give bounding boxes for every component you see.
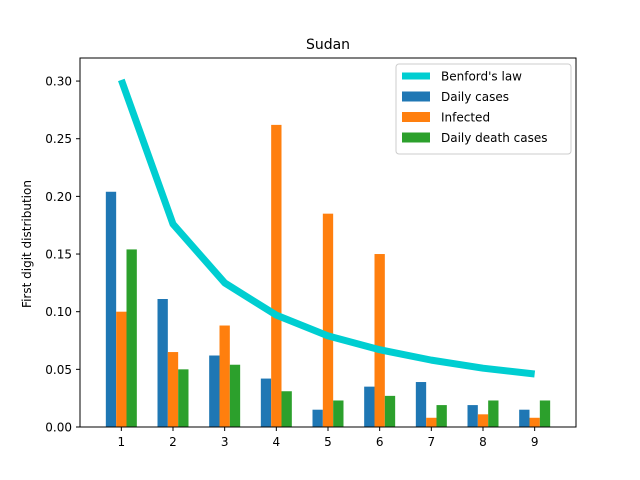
legend-box [395, 63, 572, 155]
bar-daily-cases-3 [209, 355, 220, 427]
bar-infected-9 [529, 417, 540, 427]
y-tick-label-0.25: 0.25 [45, 132, 72, 146]
bar-daily-death-cases-9 [539, 400, 551, 427]
x-tick-label-1: 1 [118, 435, 126, 449]
y-tick-label-0.05: 0.05 [45, 363, 72, 377]
bar-daily-death-cases-2 [178, 369, 189, 427]
bar-daily-cases-2 [157, 299, 168, 427]
bar-infected-4 [271, 124, 282, 427]
y-tick-label-0.15: 0.15 [45, 248, 72, 262]
bar-daily-death-cases-6 [384, 395, 396, 427]
bar-daily-cases-9 [519, 409, 530, 427]
x-tick-label-7: 7 [428, 435, 436, 449]
plot-area: 1 2 3 4 5 6 7 8 9 0.00 0.05 0.10 0.15 0.20 0.25 0.30 [45, 57, 577, 449]
chart-title: Sudan [306, 37, 350, 53]
bar-infected-7 [426, 417, 437, 427]
legend-swatch-infected [402, 112, 430, 122]
bar-daily-cases-4 [260, 378, 272, 427]
bar-daily-cases-1 [105, 191, 117, 427]
bar-daily-death-cases-4 [281, 391, 292, 427]
bar-infected-3 [219, 325, 230, 427]
bar-daily-cases-7 [415, 382, 427, 427]
y-tick-label-0.20: 0.20 [45, 190, 72, 204]
x-tick-label-8: 8 [479, 435, 487, 449]
bar-daily-death-cases-5 [333, 400, 344, 427]
legend-swatch-daily-death-cases [402, 132, 430, 143]
bar-daily-death-cases-1 [126, 249, 137, 427]
bar-infected-2 [167, 352, 179, 427]
x-tick-label-6: 6 [376, 435, 384, 449]
x-tick-label-9: 9 [531, 435, 539, 449]
legend-label-benford-s-law: Benford's law [441, 70, 522, 84]
bar-daily-cases-5 [312, 409, 323, 427]
legend-swatch-daily-cases [402, 91, 430, 102]
bar-daily-death-cases-3 [229, 364, 241, 427]
legend-label-daily-death-cases: Daily death cases [441, 131, 548, 145]
legend-label-infected: Infected [441, 111, 490, 125]
x-tick-label-4: 4 [273, 435, 281, 449]
legend-label-daily-cases: Daily cases [441, 90, 509, 104]
x-tick-label-3: 3 [221, 435, 229, 449]
bar-daily-death-cases-8 [488, 400, 499, 427]
y-axis-label: First digit distribution [20, 180, 34, 308]
benford-line [118, 78, 536, 378]
bar-daily-death-cases-7 [436, 405, 447, 427]
bar-daily-cases-6 [364, 386, 375, 427]
bar-infected-1 [116, 311, 127, 427]
y-tick-label-0.10: 0.10 [45, 305, 72, 319]
x-tick-label-2: 2 [169, 435, 177, 449]
bar-daily-cases-8 [467, 405, 478, 427]
y-tick-label-0.30: 0.30 [45, 75, 72, 89]
bar-infected-5 [322, 213, 334, 427]
bar-infected-8 [477, 414, 489, 427]
bar-infected-6 [374, 254, 385, 427]
legend: Benford's law Daily cases Infected Daily de… [395, 63, 572, 155]
x-tick-label-5: 5 [324, 435, 332, 449]
y-tick-label-0.00: 0.00 [45, 421, 72, 435]
